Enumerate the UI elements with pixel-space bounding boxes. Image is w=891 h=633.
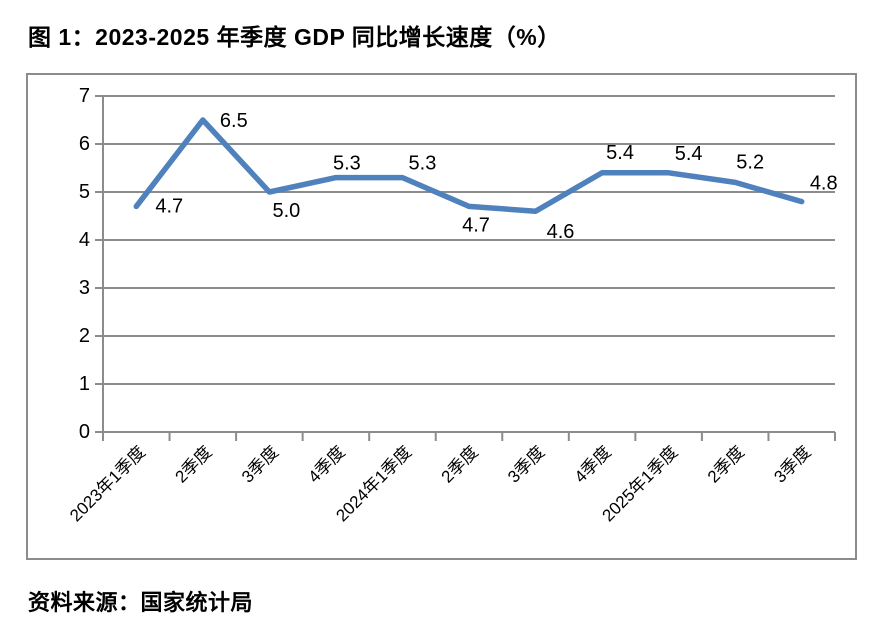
- y-tick-label-2: 2: [79, 325, 90, 347]
- data-label-7: 5.4: [606, 142, 634, 164]
- y-tick-label-3: 3: [79, 277, 90, 299]
- gdp-line-chart: 0 1 2 3 4 5 6 7 2023年1季度 2季度 3季度 4季度 2024年1季度 2季度 3季度 4…: [26, 73, 857, 560]
- x-category-label-10: 3季度: [770, 442, 814, 486]
- figure-title: 图 1：2023-2025 年季度 GDP 同比增长速度（%）: [28, 24, 561, 50]
- y-tick-label-7: 7: [79, 85, 90, 107]
- x-category-label-1: 2季度: [171, 442, 215, 486]
- x-category-label-9: 2季度: [704, 442, 748, 486]
- y-tick-label-0: 0: [79, 421, 90, 443]
- data-label-3: 5.3: [333, 153, 361, 175]
- x-category-label-0: 2023年1季度: [66, 442, 149, 525]
- data-label-9: 5.2: [736, 151, 764, 173]
- x-category-label-5: 2季度: [438, 442, 482, 486]
- gdp-growth-line: [133, 117, 805, 214]
- data-label-1: 6.5: [220, 110, 248, 132]
- x-category-label-7: 4季度: [571, 442, 615, 486]
- x-category-label-2: 3季度: [238, 442, 282, 486]
- y-tick-label-4: 4: [79, 229, 90, 251]
- y-tick-label-1: 1: [79, 373, 90, 395]
- data-label-0: 4.7: [155, 195, 183, 217]
- data-label-10: 4.8: [810, 173, 838, 195]
- x-category-label-6: 3季度: [504, 442, 548, 486]
- data-label-8: 5.4: [675, 143, 703, 165]
- y-tick-label-6: 6: [79, 133, 90, 155]
- y-tick-label-5: 5: [79, 181, 90, 203]
- data-source-note: 资料来源：国家统计局: [28, 590, 254, 615]
- x-category-label-3: 4季度: [305, 442, 349, 486]
- data-label-6: 4.6: [547, 221, 575, 243]
- data-label-4: 5.3: [409, 153, 437, 175]
- data-label-5: 4.7: [462, 214, 490, 236]
- data-label-2: 5.0: [272, 200, 300, 222]
